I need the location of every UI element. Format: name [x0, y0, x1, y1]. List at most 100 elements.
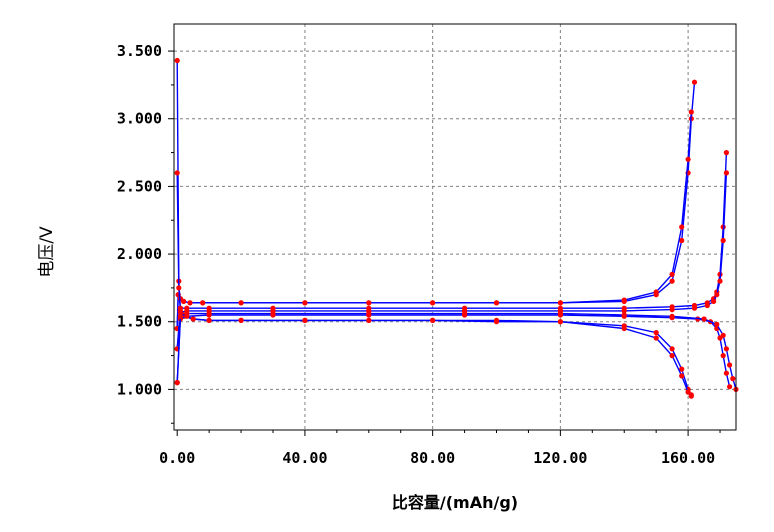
x-tick-label: 160.00 [661, 449, 715, 467]
data-point [206, 317, 212, 323]
data-point [717, 278, 723, 284]
x-axis: 0.00 40.00 80.00 120.00 160.00 [159, 430, 721, 467]
data-point [688, 393, 694, 399]
data-point [679, 224, 685, 230]
data-point [691, 79, 698, 85]
y-axis-title: 电压/V [37, 226, 57, 278]
data-point [366, 317, 372, 323]
y-tick-label: 1.000 [117, 380, 162, 398]
y-tick-label: 1.500 [117, 313, 162, 331]
data-point [669, 271, 675, 277]
series-discharge-7 [174, 312, 733, 390]
data-point [621, 297, 627, 303]
series-line [176, 312, 737, 390]
y-tick-label: 3.500 [117, 42, 162, 60]
y-tick-label: 3.000 [117, 110, 162, 128]
series-line [176, 314, 731, 387]
data-point [430, 300, 436, 306]
data-point [714, 321, 720, 327]
data-point [557, 319, 564, 325]
data-point [177, 309, 183, 315]
chart-grid [174, 24, 736, 430]
data-point [730, 376, 736, 382]
data-point [366, 300, 372, 306]
data-point [727, 384, 733, 390]
series-discharge-8 [174, 311, 739, 392]
data-point [679, 366, 685, 372]
data-point [714, 292, 720, 298]
data-point [727, 362, 733, 368]
data-point [174, 170, 180, 176]
x-tick-label: 80.00 [410, 449, 455, 467]
data-point [206, 311, 212, 317]
data-point [174, 380, 180, 386]
data-point [621, 308, 627, 314]
data-point [238, 317, 244, 323]
data-point [621, 325, 627, 332]
data-point [685, 156, 691, 162]
data-point [669, 353, 675, 359]
y-tick-label: 2.000 [117, 245, 162, 263]
data-point [187, 300, 193, 306]
x-tick-label: 120.00 [533, 449, 587, 467]
data-point [181, 298, 187, 304]
data-point [177, 305, 183, 311]
data-point [302, 300, 308, 306]
series-layer [174, 57, 739, 399]
data-point [669, 278, 675, 284]
data-point [720, 353, 726, 359]
data-point [493, 319, 500, 325]
data-point [557, 300, 564, 306]
data-point [190, 316, 196, 322]
data-point [462, 311, 468, 317]
series-charge-6 [174, 170, 730, 352]
data-point [701, 316, 707, 322]
series-discharge-3 [174, 57, 694, 398]
data-point [669, 313, 675, 319]
data-point [669, 346, 675, 352]
data-point [679, 237, 685, 244]
data-point [691, 305, 698, 311]
data-point [704, 302, 710, 309]
data-point [302, 317, 308, 323]
data-point [653, 289, 659, 295]
data-point [270, 311, 276, 317]
data-point [621, 312, 627, 318]
x-axis-title: 比容量/(mAh/g) [392, 493, 518, 512]
data-point [430, 317, 436, 323]
data-point [711, 298, 717, 304]
data-point [653, 335, 659, 341]
x-tick-label: 0.00 [159, 449, 195, 467]
data-point [174, 57, 180, 64]
data-point [493, 300, 500, 306]
y-axis: 1.000 1.500 2.000 2.500 3.000 3.500 [117, 42, 174, 424]
data-point [679, 373, 685, 379]
data-point [720, 332, 726, 338]
data-point [176, 285, 182, 291]
data-point [184, 311, 190, 317]
series-line [176, 172, 692, 397]
series-charge-2 [174, 109, 694, 332]
y-tick-label: 2.500 [117, 177, 162, 195]
data-point [366, 311, 372, 317]
data-point [720, 237, 726, 244]
data-point [177, 313, 183, 319]
series-discharge-4 [174, 170, 694, 399]
series-line [176, 172, 728, 349]
data-point [723, 170, 730, 176]
data-point [723, 370, 730, 376]
data-point [238, 300, 244, 306]
series-line [176, 60, 692, 396]
data-point [653, 330, 659, 336]
series-charge-1 [174, 79, 698, 332]
data-point [557, 311, 564, 317]
series-line [176, 111, 692, 329]
data-point [723, 346, 730, 352]
data-point [685, 389, 691, 395]
series-line [176, 152, 728, 349]
data-point [200, 300, 206, 306]
plot-frame [173, 23, 737, 431]
data-point [723, 150, 730, 156]
x-tick-label: 40.00 [282, 449, 327, 467]
